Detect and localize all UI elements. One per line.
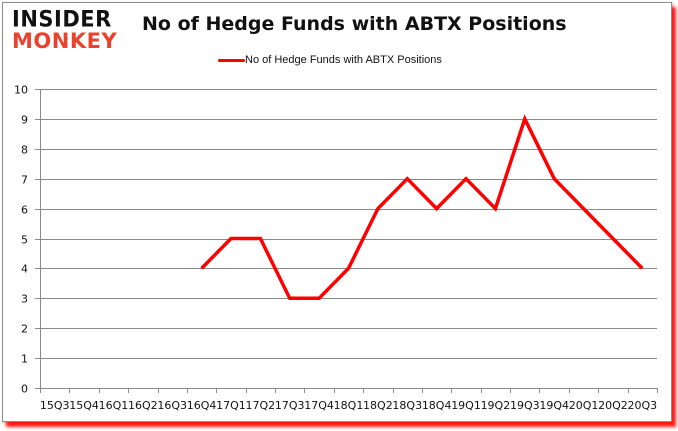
chart-frame <box>2 2 672 422</box>
series-line <box>200 114 644 301</box>
y-tick-label: 6 <box>21 204 28 217</box>
x-tick-label: 18Q4 <box>422 399 452 412</box>
gridlines <box>40 89 657 359</box>
x-tick-label: 16Q4 <box>187 399 217 412</box>
y-tick-label: 2 <box>21 323 28 336</box>
x-tick-label: 17Q3 <box>275 399 305 412</box>
x-tick-label: 20Q2 <box>598 399 628 412</box>
x-tick-label: 19Q1 <box>451 399 481 412</box>
x-tick-label: 19Q4 <box>539 399 569 412</box>
y-axis: 0 1 2 3 4 5 6 7 8 9 10 <box>14 84 41 396</box>
logo-line-1: INSIDER <box>12 6 112 32</box>
x-tick-label: 16Q1 <box>99 399 129 412</box>
x-tick-label: 16Q3 <box>157 399 187 412</box>
y-tick-label: 5 <box>21 234 28 247</box>
x-tick-label: 20Q3 <box>627 399 657 412</box>
y-tick-label: 10 <box>14 84 28 97</box>
y-tick-label: 1 <box>21 353 28 366</box>
chart-legend: No of Hedge Funds with ABTX Positions <box>218 54 442 66</box>
x-tick-label: 18Q3 <box>392 399 422 412</box>
y-tick-label: 0 <box>21 383 28 396</box>
x-tick-label: 15Q4 <box>69 399 99 412</box>
chart-title: No of Hedge Funds with ABTX Positions <box>142 13 567 35</box>
x-axis: 15Q3 15Q4 16Q1 16Q2 16Q3 16Q4 17Q1 17Q2 17Q3 17Q4… <box>40 388 658 412</box>
data-series <box>200 114 644 301</box>
legend-label: No of Hedge Funds with ABTX Positions <box>245 54 442 66</box>
y-tick-label: 4 <box>21 263 28 276</box>
x-tick-label: 18Q1 <box>334 399 364 412</box>
x-tick-label: 19Q2 <box>481 399 511 412</box>
x-tick-label: 17Q2 <box>246 399 276 412</box>
x-tick-label: 17Q1 <box>216 399 246 412</box>
x-tick-label: 20Q1 <box>569 399 599 412</box>
logo-line-2: MONKEY <box>12 29 118 53</box>
x-tick-label: 19Q3 <box>510 399 540 412</box>
x-tick-label: 15Q3 <box>40 399 70 412</box>
x-tick-label: 17Q4 <box>304 399 334 412</box>
legend-line-swatch <box>218 58 245 62</box>
y-tick-label: 3 <box>21 293 28 306</box>
insider-monkey-logo: INSIDER MONKEY <box>12 6 124 53</box>
y-tick-label: 8 <box>21 144 28 157</box>
x-tick-label: 16Q2 <box>128 399 158 412</box>
x-tick-label: 18Q2 <box>363 399 393 412</box>
y-tick-label: 7 <box>21 174 28 187</box>
y-tick-label: 9 <box>21 114 28 127</box>
